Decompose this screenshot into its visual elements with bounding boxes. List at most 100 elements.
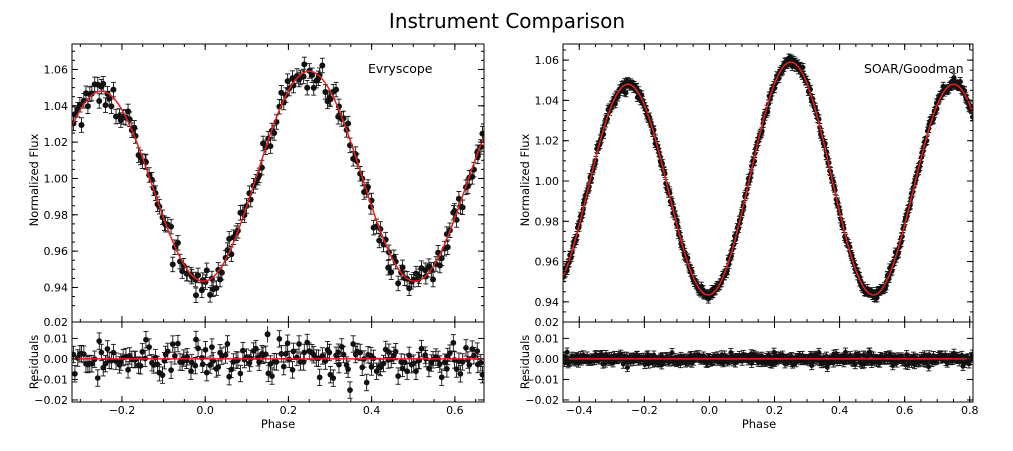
residual-data-point bbox=[284, 334, 291, 352]
flux-data-point bbox=[385, 259, 392, 276]
residual-data-point bbox=[104, 340, 111, 358]
flux-data-point bbox=[309, 67, 316, 84]
residual-data-point bbox=[237, 364, 244, 383]
evryscope-y-tick-label: 1.06 bbox=[44, 63, 69, 76]
flux-data-point bbox=[376, 232, 383, 249]
evryscope-residuals-plot: −0.2 0.0 0.2 0.4 0.6 0.02 −0.02 −0.01 0.00 0.01 bbox=[34, 316, 485, 417]
evryscope-x-axis-label: Phase bbox=[261, 417, 295, 431]
residual-data-point bbox=[330, 369, 337, 387]
residual-data-point bbox=[450, 334, 457, 352]
evryscope-y-tick-label: 1.00 bbox=[44, 172, 69, 185]
residual-data-point bbox=[300, 353, 307, 371]
residual-data-point bbox=[98, 343, 105, 362]
evryscope-y-tick-label: 0.98 bbox=[44, 209, 69, 222]
flux-data-point bbox=[438, 250, 445, 266]
residual-data-point bbox=[471, 347, 477, 365]
flux-data-point bbox=[316, 67, 323, 83]
evryscope-residual-axes-frame bbox=[71, 321, 485, 403]
soar-goodman-residual-y-tick-label: −0.02 bbox=[525, 394, 559, 407]
residual-data-point bbox=[326, 343, 333, 362]
soar-goodman-panel: 0.94 0.96 0.98 1.00 1.02 1.04 1.06 −0.4 −0.2 0.0… bbox=[518, 43, 978, 431]
evryscope-x-tick-label: 0.6 bbox=[446, 404, 464, 417]
flux-data-point bbox=[395, 275, 402, 292]
flux-data-point bbox=[319, 57, 326, 74]
residual-data-point bbox=[96, 332, 103, 350]
residual-data-point bbox=[335, 343, 342, 361]
residual-data-point bbox=[289, 361, 296, 379]
residual-data-point bbox=[357, 343, 364, 362]
soar-goodman-y-axis-label: Normalized Flux bbox=[518, 133, 532, 226]
soar-goodman-x-tick-label: 0.4 bbox=[831, 404, 849, 417]
evryscope-model-fit-line bbox=[72, 70, 484, 282]
evryscope-residual-top-tick-label: 0.02 bbox=[44, 316, 69, 329]
flux-data-point bbox=[333, 81, 340, 98]
residual-data-point bbox=[395, 367, 401, 385]
residual-data-point bbox=[404, 362, 410, 380]
residual-data-point bbox=[413, 362, 419, 380]
soar-goodman-residual-top-tick-label: 0.02 bbox=[535, 316, 560, 329]
residual-outlier-point bbox=[264, 326, 271, 343]
soar-goodman-flux-plot: 0.94 0.96 0.98 1.00 1.02 1.04 1.06 bbox=[535, 43, 974, 323]
evryscope-x-tick-label: 0.4 bbox=[363, 404, 381, 417]
evryscope-x-tick-label: 0.0 bbox=[196, 404, 214, 417]
evryscope-y-axis-label: Normalized Flux bbox=[27, 133, 41, 226]
soar-goodman-x-tick-label: 0.8 bbox=[961, 404, 979, 417]
flux-data-point bbox=[304, 79, 311, 96]
soar-goodman-x-tick-label: −0.4 bbox=[566, 404, 593, 417]
residual-data-point bbox=[350, 335, 357, 353]
soar-goodman-y-tick-label: 1.06 bbox=[535, 54, 560, 67]
soar-goodman-residuals-plot: −0.4 −0.2 0.0 0.2 0.4 0.6 0.8 0.02 −0.02 −0.01 0.0… bbox=[525, 316, 978, 417]
residual-data-point bbox=[296, 335, 302, 353]
evryscope-y-tick-label: 0.94 bbox=[44, 281, 69, 294]
residual-data-point bbox=[175, 334, 181, 353]
residual-data-point bbox=[159, 366, 166, 384]
flux-data-point bbox=[267, 138, 274, 154]
residual-data-point bbox=[479, 366, 484, 384]
soar-goodman-model-fit-line bbox=[563, 61, 973, 296]
residual-data-point bbox=[193, 330, 199, 349]
residual-data-point bbox=[347, 381, 353, 399]
residual-data-point bbox=[459, 353, 466, 371]
residual-data-point bbox=[146, 338, 152, 356]
residual-data-point bbox=[192, 356, 199, 375]
residual-data-point bbox=[564, 347, 570, 357]
evryscope-flux-axes-frame bbox=[71, 43, 485, 323]
residual-data-point bbox=[172, 347, 178, 365]
flux-data-point bbox=[169, 256, 176, 273]
soar-goodman-residual-y-tick-label: 0.00 bbox=[535, 353, 560, 366]
evryscope-y-tick-label: 1.04 bbox=[44, 100, 69, 113]
flux-data-point bbox=[345, 115, 352, 132]
residual-data-point bbox=[316, 368, 323, 387]
evryscope-y-tick-label: 1.02 bbox=[44, 136, 69, 149]
residual-data-point bbox=[276, 330, 283, 348]
soar-goodman-residual-y-tick-label: −0.01 bbox=[525, 373, 559, 386]
flux-data-point bbox=[213, 280, 220, 296]
evryscope-panel-label: Evryscope bbox=[368, 61, 433, 76]
soar-goodman-x-axis-label: Phase bbox=[742, 417, 776, 431]
residual-data-point bbox=[457, 365, 464, 383]
soar-goodman-x-tick-label: 0.2 bbox=[766, 404, 784, 417]
soar-goodman-residuals-axis-label: Residuals bbox=[518, 335, 532, 390]
residual-data-point bbox=[361, 350, 367, 368]
flux-data-point bbox=[278, 85, 285, 101]
soar-goodman-y-tick-label: 1.04 bbox=[535, 94, 560, 107]
residual-data-point bbox=[340, 345, 347, 364]
flux-data-point bbox=[382, 231, 389, 248]
soar-goodman-y-tick-label: 1.02 bbox=[535, 135, 560, 148]
soar-goodman-residual-axes-frame bbox=[562, 321, 974, 403]
soar-goodman-x-tick-label: 0.0 bbox=[701, 404, 719, 417]
soar-goodman-x-tick-label: 0.6 bbox=[896, 404, 914, 417]
soar-goodman-y-tick-label: 1.00 bbox=[535, 175, 560, 188]
soar-goodman-x-tick-label: −0.2 bbox=[631, 404, 658, 417]
evryscope-residual-points bbox=[72, 326, 484, 399]
evryscope-residuals-axis-label: Residuals bbox=[27, 335, 41, 390]
flux-data-point bbox=[388, 264, 395, 280]
evryscope-residual-y-tick-label: 0.00 bbox=[44, 353, 69, 366]
soar-goodman-y-tick-label: 0.98 bbox=[535, 215, 560, 228]
residual-data-point bbox=[345, 360, 351, 378]
flux-data-point bbox=[96, 93, 103, 109]
residual-data-point bbox=[113, 352, 119, 370]
residual-data-point bbox=[363, 373, 370, 392]
figure-title: Instrument Comparison bbox=[389, 9, 625, 33]
